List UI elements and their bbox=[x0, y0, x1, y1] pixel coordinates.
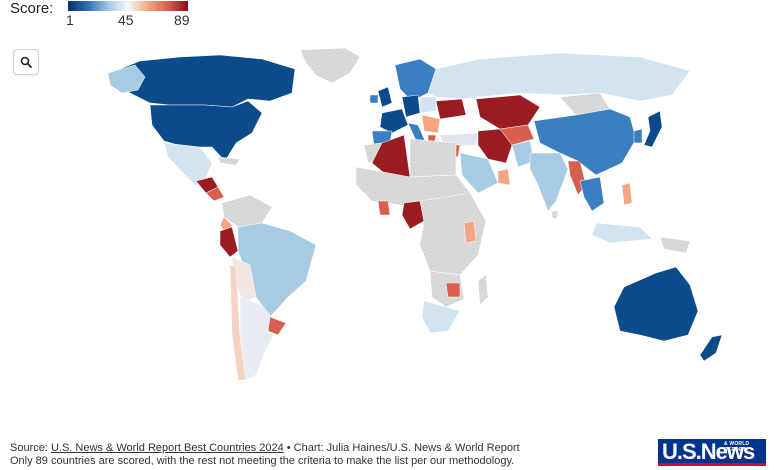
legend: Score: 1 45 89 bbox=[10, 0, 210, 30]
country-kenya[interactable] bbox=[463, 220, 477, 244]
country-caribbean[interactable] bbox=[217, 156, 241, 166]
source-link[interactable]: U.S. News & World Report Best Countries … bbox=[50, 442, 284, 454]
country-nigeria[interactable] bbox=[401, 200, 425, 230]
country-south-africa[interactable] bbox=[421, 300, 461, 334]
map-footer: Source: U.S. News & World Report Best Co… bbox=[10, 442, 520, 468]
country-malaysia-indonesia[interactable] bbox=[591, 222, 653, 244]
map-search-button[interactable] bbox=[13, 49, 39, 75]
country-uae-oman[interactable] bbox=[497, 168, 511, 186]
country-russia[interactable] bbox=[427, 52, 691, 102]
country-philippines[interactable] bbox=[621, 182, 633, 206]
country-saudi-arabia[interactable] bbox=[459, 152, 499, 194]
country-png[interactable] bbox=[659, 236, 691, 254]
search-icon bbox=[20, 56, 32, 68]
source-line: Source: U.S. News & World Report Best Co… bbox=[10, 442, 520, 454]
country-central-africa[interactable] bbox=[419, 192, 487, 276]
country-ukraine[interactable] bbox=[435, 98, 467, 120]
country-new-zealand[interactable] bbox=[699, 334, 723, 362]
world-choropleth-map[interactable] bbox=[0, 35, 780, 435]
country-peru[interactable] bbox=[219, 226, 239, 258]
country-libya-egypt[interactable] bbox=[409, 138, 457, 178]
country-argentina[interactable] bbox=[239, 296, 279, 381]
country-scandinavia[interactable] bbox=[394, 58, 437, 102]
country-china[interactable] bbox=[533, 108, 637, 176]
legend-title: Score: bbox=[10, 0, 54, 17]
country-central-asia[interactable] bbox=[499, 124, 535, 146]
legend-mid-label: 45 bbox=[118, 12, 134, 28]
country-australia[interactable] bbox=[613, 266, 699, 342]
methodology-note: Only 89 countries are scored, with the r… bbox=[10, 455, 515, 467]
country-sri-lanka[interactable] bbox=[551, 210, 559, 220]
country-france[interactable] bbox=[379, 108, 409, 134]
legend-min-label: 1 bbox=[66, 12, 74, 28]
legend-color-scale bbox=[68, 1, 188, 11]
country-uruguay[interactable] bbox=[267, 316, 287, 336]
country-poland[interactable] bbox=[419, 96, 437, 114]
country-korea[interactable] bbox=[633, 128, 643, 144]
country-ireland[interactable] bbox=[369, 94, 379, 104]
country-uk[interactable] bbox=[377, 86, 393, 108]
country-thailand-vietnam[interactable] bbox=[579, 176, 605, 212]
country-madagascar[interactable] bbox=[477, 274, 489, 306]
country-india[interactable] bbox=[529, 152, 569, 212]
country-zimbabwe[interactable] bbox=[445, 282, 461, 298]
country-kazakhstan[interactable] bbox=[475, 94, 541, 130]
country-balkans[interactable] bbox=[421, 114, 441, 134]
country-japan[interactable] bbox=[643, 110, 663, 148]
country-germany[interactable] bbox=[401, 94, 421, 118]
legend-max-label: 89 bbox=[174, 12, 190, 28]
country-canada[interactable] bbox=[114, 54, 296, 108]
country-greenland[interactable] bbox=[299, 47, 361, 84]
country-central-america[interactable] bbox=[205, 186, 225, 202]
country-usa-alaska[interactable] bbox=[107, 64, 146, 94]
country-west-africa[interactable] bbox=[377, 200, 391, 216]
usnews-logo: U.S.News & WORLD REPORT bbox=[658, 439, 766, 466]
country-usa[interactable] bbox=[149, 100, 263, 162]
